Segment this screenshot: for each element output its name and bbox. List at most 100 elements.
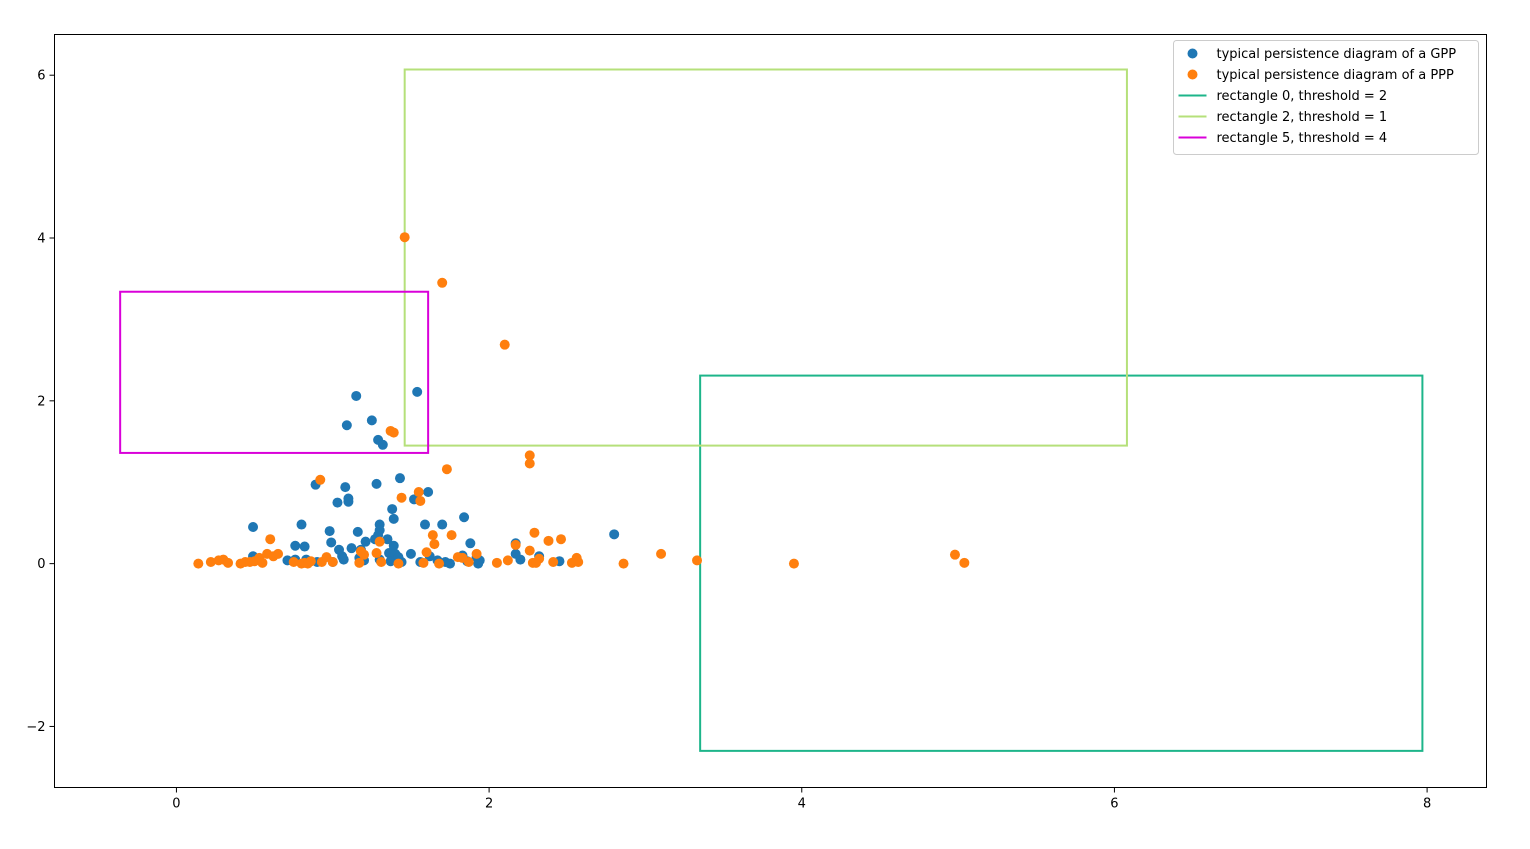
point-series-1-32 bbox=[393, 558, 404, 569]
point-series-0-29 bbox=[366, 415, 377, 426]
point-series-1-47 bbox=[463, 557, 474, 568]
x-tick-label: 4 bbox=[798, 797, 806, 812]
y-tick-label: 6 bbox=[37, 69, 45, 84]
point-series-1-37 bbox=[418, 557, 429, 568]
point-series-1-31 bbox=[388, 427, 399, 438]
point-series-1-68 bbox=[692, 555, 703, 566]
legend-label: rectangle 2, threshold = 1 bbox=[1217, 110, 1388, 125]
point-series-1-28 bbox=[374, 536, 385, 547]
point-series-1-55 bbox=[524, 545, 535, 556]
point-series-1-69 bbox=[788, 558, 799, 569]
point-series-1-23 bbox=[327, 557, 338, 568]
legend-label: typical persistence diagram of a PPP bbox=[1217, 68, 1455, 83]
point-series-0-20 bbox=[343, 496, 354, 507]
point-series-0-0 bbox=[248, 522, 259, 533]
point-series-1-53 bbox=[524, 450, 535, 461]
point-series-0-23 bbox=[351, 390, 362, 401]
point-series-1-39 bbox=[427, 530, 438, 541]
point-series-0-31 bbox=[371, 478, 382, 489]
point-series-1-62 bbox=[556, 534, 567, 545]
point-series-0-37 bbox=[377, 439, 388, 450]
point-series-1-36 bbox=[415, 495, 426, 506]
point-series-1-41 bbox=[434, 558, 445, 569]
point-series-0-11 bbox=[324, 526, 335, 537]
point-series-0-14 bbox=[332, 497, 343, 508]
x-tick-label: 6 bbox=[1110, 797, 1118, 812]
point-series-0-46 bbox=[394, 473, 405, 484]
point-series-0-18 bbox=[340, 482, 351, 493]
point-series-0-43 bbox=[388, 540, 399, 551]
point-series-1-50 bbox=[499, 339, 510, 350]
y-tick-label: 0 bbox=[37, 557, 45, 572]
point-series-0-50 bbox=[412, 386, 423, 397]
point-series-1-52 bbox=[510, 539, 521, 550]
point-series-0-53 bbox=[423, 486, 434, 497]
point-series-1-0 bbox=[193, 558, 204, 569]
point-series-0-69 bbox=[515, 554, 526, 565]
point-series-1-20 bbox=[315, 474, 326, 485]
x-tick-label: 0 bbox=[172, 797, 180, 812]
legend-label: rectangle 5, threshold = 4 bbox=[1217, 131, 1388, 146]
point-series-0-24 bbox=[352, 526, 363, 537]
point-series-0-28 bbox=[360, 536, 371, 547]
point-series-0-72 bbox=[609, 529, 620, 540]
point-series-1-49 bbox=[491, 557, 502, 568]
points-layer bbox=[193, 232, 970, 569]
point-series-0-38 bbox=[382, 534, 393, 545]
axes-frame bbox=[54, 34, 1487, 788]
point-series-1-26 bbox=[359, 549, 370, 560]
point-series-0-56 bbox=[437, 519, 448, 530]
point-series-1-60 bbox=[543, 535, 554, 546]
point-series-1-15 bbox=[288, 557, 299, 568]
x-tick-label: 2 bbox=[485, 797, 493, 812]
point-series-0-41 bbox=[387, 504, 398, 515]
point-series-1-4 bbox=[223, 557, 234, 568]
x-axis-ticks: 0 2 4 6 8 bbox=[172, 787, 1431, 812]
point-series-0-21 bbox=[341, 420, 352, 431]
point-series-0-58 bbox=[445, 558, 456, 569]
legend-marker bbox=[1187, 69, 1198, 80]
point-series-0-4 bbox=[290, 540, 301, 551]
point-series-1-34 bbox=[399, 232, 410, 243]
point-series-1-54 bbox=[524, 458, 535, 469]
point-series-1-19 bbox=[305, 556, 316, 567]
legend: typical persistence diagram of a GPP typi… bbox=[1173, 40, 1479, 155]
point-series-0-6 bbox=[296, 519, 307, 530]
point-series-1-43 bbox=[441, 464, 452, 475]
point-series-1-24 bbox=[354, 557, 365, 568]
point-series-1-27 bbox=[371, 548, 382, 559]
y-tick-label: 4 bbox=[37, 232, 45, 247]
point-series-0-7 bbox=[299, 541, 310, 552]
y-axis-ticks: −2 0 2 4 6 bbox=[26, 69, 55, 735]
x-tick-label: 8 bbox=[1423, 797, 1431, 812]
point-series-1-14 bbox=[273, 548, 284, 559]
point-series-0-42 bbox=[388, 513, 399, 524]
point-series-1-57 bbox=[529, 527, 540, 538]
point-series-1-70 bbox=[949, 549, 960, 560]
point-series-1-29 bbox=[376, 557, 387, 568]
point-series-1-51 bbox=[502, 555, 513, 566]
point-series-1-71 bbox=[959, 557, 970, 568]
y-tick-label: 2 bbox=[37, 394, 45, 409]
point-series-1-12 bbox=[265, 534, 276, 545]
point-series-0-12 bbox=[326, 537, 337, 548]
legend-marker bbox=[1187, 48, 1198, 59]
point-series-0-61 bbox=[459, 512, 470, 523]
point-series-1-59 bbox=[534, 553, 545, 564]
point-series-0-17 bbox=[338, 554, 349, 565]
point-series-0-40 bbox=[385, 556, 396, 567]
rectangle-1 bbox=[403, 68, 1128, 447]
point-series-0-48 bbox=[405, 548, 416, 559]
point-series-1-61 bbox=[548, 557, 559, 568]
legend-label: typical persistence diagram of a GPP bbox=[1217, 47, 1457, 62]
point-series-1-1 bbox=[205, 557, 216, 568]
point-series-1-10 bbox=[257, 557, 268, 568]
plot-area bbox=[119, 68, 1424, 752]
point-series-1-65 bbox=[573, 557, 584, 568]
rectangle-2 bbox=[119, 290, 430, 454]
point-series-1-42 bbox=[437, 277, 448, 288]
point-series-1-66 bbox=[618, 558, 629, 569]
point-series-1-33 bbox=[396, 492, 407, 503]
legend-label: rectangle 0, threshold = 2 bbox=[1217, 89, 1388, 104]
